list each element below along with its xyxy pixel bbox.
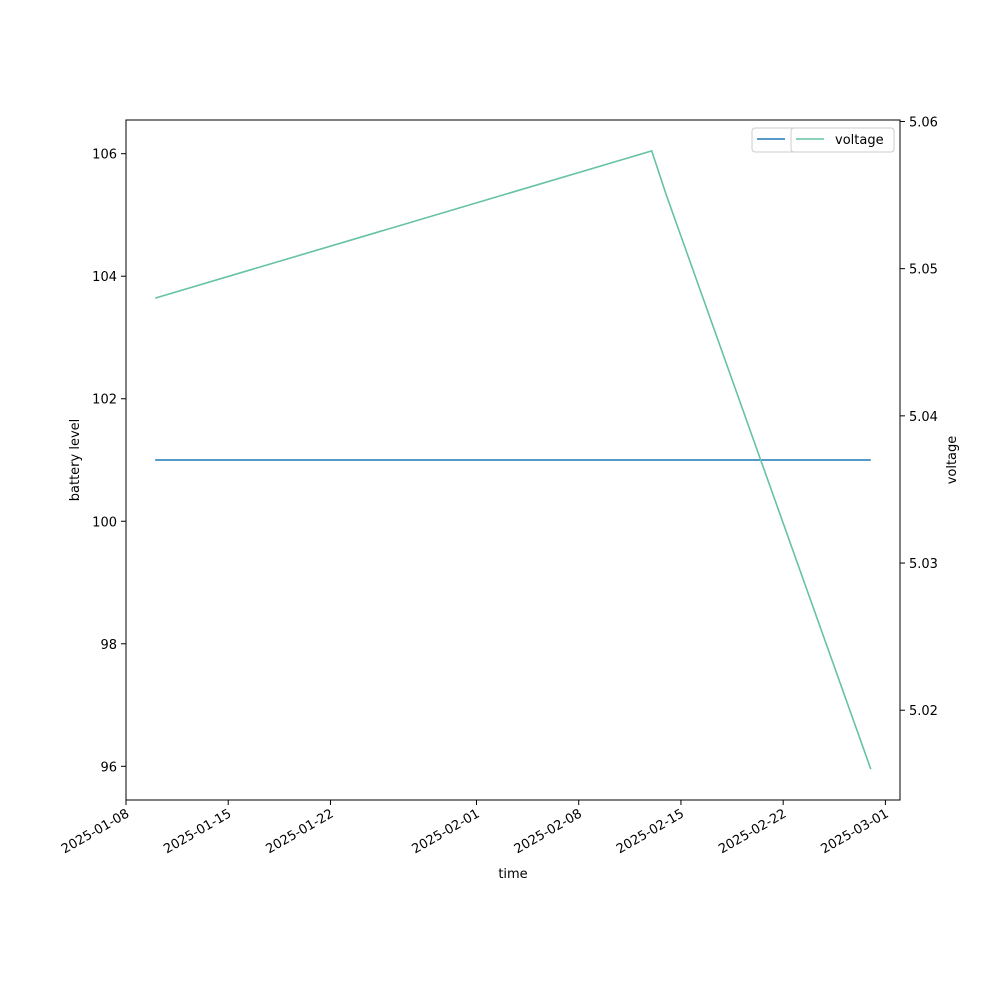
y-tick-label: 106 bbox=[92, 148, 117, 163]
y2-tick-label: 5.06 bbox=[909, 115, 938, 130]
line-series bbox=[154, 149, 872, 770]
y2-tick-label: 5.02 bbox=[909, 704, 938, 719]
y-tick-label: 98 bbox=[100, 638, 117, 653]
y-tick-label: 102 bbox=[92, 393, 117, 408]
x-axis-label: time bbox=[498, 867, 527, 882]
y2-axis-label: voltage bbox=[945, 436, 960, 485]
y-axis-label: battery level bbox=[68, 419, 83, 502]
y2-tick-label: 5.05 bbox=[909, 263, 938, 278]
plot-frame bbox=[125, 119, 901, 801]
y2-tick-label: 5.04 bbox=[909, 410, 938, 425]
legend-box bbox=[790, 127, 895, 153]
y2-tick-label: 5.03 bbox=[909, 557, 938, 572]
legend-label: voltage bbox=[835, 133, 884, 148]
y-tick-label: 104 bbox=[92, 270, 117, 285]
y-tick-label: 96 bbox=[100, 760, 117, 775]
y-tick-label: 100 bbox=[92, 515, 117, 530]
